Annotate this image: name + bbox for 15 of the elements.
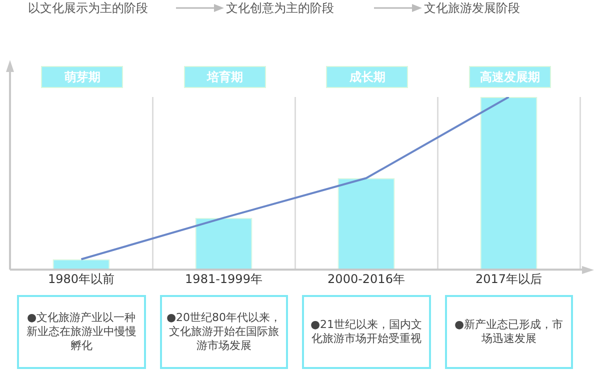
text: ●20世纪80年代以来，文化旅游开始在国际旅游市场发展 [160,295,288,369]
text: 培育期 [184,66,266,88]
text: ●21世纪以来，国内文化旅游市场开始受重视 [302,295,430,369]
text: 文化旅游发展阶段 [424,0,520,17]
x-tick-label: 2000-2016年 [328,272,405,286]
text: 萌芽期 [41,66,124,88]
text: 成长期 [326,66,408,88]
x-tick-label: 2017年以后 [475,272,542,286]
text: 高速发展期 [468,66,551,88]
x-tick-label: 1981-1999年 [185,272,262,286]
text: ●新产业态已形成，市场迅速发展 [444,295,573,369]
text: 文化创意为主的阶段 [226,0,334,17]
text: ●文化旅游产业以一种新业态在旅游业中慢慢孵化 [17,295,146,369]
x-tick-label: 1980年以前 [48,272,115,286]
text: 以文化展示为主的阶段 [28,0,148,17]
